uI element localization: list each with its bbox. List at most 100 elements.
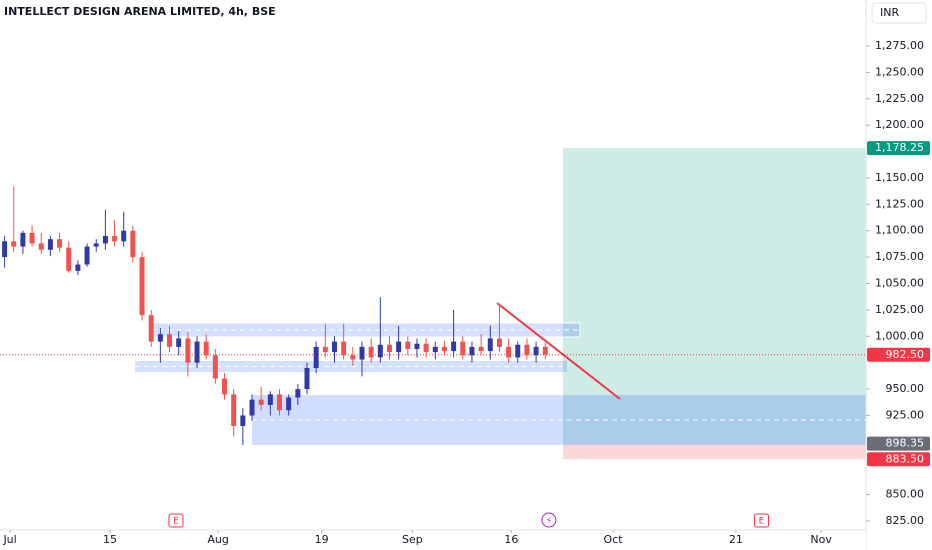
axis: 1,275.00 1,250.00 1,225.00 1,200.00 1,150.00… [2, 39, 930, 546]
trend-line [496, 302, 621, 400]
y-tick-label: 1,025.00 [875, 303, 924, 316]
candle-body [460, 341, 466, 356]
x-tick-label: 15 [103, 533, 117, 546]
candle-body [469, 346, 475, 356]
candle-body [405, 341, 411, 349]
x-tick-label: Jul [2, 533, 16, 546]
y-tick-label: 1,125.00 [875, 197, 924, 210]
y-tick-label: 1,100.00 [875, 224, 924, 237]
candle-body [295, 389, 301, 398]
candle-body [84, 246, 90, 265]
x-tick-label: Oct [604, 533, 624, 546]
candle-body [112, 236, 118, 242]
y-tick-label: 1,250.00 [875, 65, 924, 78]
y-tick-label: 1,275.00 [875, 39, 924, 52]
price-label-box [867, 436, 930, 451]
y-tick-label: 1,150.00 [875, 171, 924, 184]
candle-body [222, 378, 228, 395]
candle-body [176, 338, 182, 347]
x-tick-label: 16 [504, 533, 518, 546]
x-tick-label: Aug [207, 533, 228, 546]
candle-body [524, 344, 530, 356]
candle-body [194, 341, 200, 363]
candle-body [185, 338, 191, 363]
candle-body [515, 344, 521, 358]
y-tick-label: 925.00 [886, 408, 925, 421]
candle-body [57, 239, 63, 248]
candle-body [542, 346, 548, 355]
x-tick-label: 19 [315, 533, 329, 546]
candle-body [487, 338, 493, 352]
event-label: E [173, 517, 179, 527]
candle-body [432, 346, 438, 353]
price-label-box [867, 452, 930, 467]
candle-body [451, 341, 457, 352]
candle-body [331, 341, 337, 353]
stop-area [563, 443, 866, 460]
candle-body [533, 346, 539, 356]
candle-body [350, 355, 356, 360]
price-label-box [867, 141, 930, 156]
candle-body [203, 341, 209, 356]
event-label: ⚡ [546, 517, 552, 527]
candle-body [286, 397, 292, 411]
y-tick-label: 825.00 [886, 514, 925, 527]
candle-body [93, 243, 99, 247]
candle-body [441, 346, 447, 352]
candle-body [148, 315, 154, 342]
candle-body [341, 341, 347, 356]
y-tick-label: 950.00 [886, 382, 925, 395]
price-label-box [867, 347, 930, 362]
candle-body [167, 334, 173, 347]
candle-body [47, 239, 53, 250]
currency: INR [880, 6, 899, 19]
candle-body [506, 346, 512, 358]
candle-body [139, 257, 145, 316]
y-axis-strip [866, 0, 932, 550]
candle-body [121, 230, 127, 242]
x-tick-label: 21 [729, 533, 743, 546]
candle-body [414, 343, 420, 349]
candle-body [313, 346, 319, 368]
candles [2, 186, 548, 446]
candle-body [29, 232, 35, 244]
candle-body [304, 367, 310, 390]
chart-title: INTELLECT DESIGN ARENA LIMITED, 4h, BSE [4, 5, 276, 18]
candle-body [359, 346, 365, 360]
y-tick-label: 1,225.00 [875, 92, 924, 105]
candle-body [478, 346, 484, 352]
candle-body [20, 232, 26, 247]
candle-body [322, 346, 328, 353]
event-badge [541, 512, 557, 528]
candle-body [377, 344, 383, 358]
y-tick-label: 850.00 [886, 488, 925, 501]
event-badge [168, 513, 184, 528]
x-tick-label: Nov [810, 533, 832, 546]
candle-body [267, 394, 273, 405]
y-tick-label: 1,000.00 [875, 329, 924, 342]
candle-body [38, 243, 44, 250]
candle-body [277, 394, 283, 411]
candle-body [423, 343, 429, 353]
candle-body [231, 394, 237, 427]
price-label: 898.35 [886, 437, 925, 450]
candle-body [66, 247, 72, 271]
candle-body [496, 338, 502, 347]
currency-box[interactable] [871, 2, 927, 24]
candle-body [11, 241, 17, 247]
candle-body [368, 346, 374, 358]
candle-body [240, 415, 246, 427]
price-label: 883.50 [886, 452, 925, 465]
y-tick-label: 1,200.00 [875, 118, 924, 131]
price-label: 1,178.25 [875, 141, 924, 154]
candle-body [2, 241, 8, 258]
x-tick-label: Sep [402, 533, 423, 546]
event-label: E [759, 517, 765, 527]
candle-body [102, 236, 108, 244]
candle-body [249, 399, 255, 416]
x-axis-strip [0, 530, 866, 550]
candle-body [212, 355, 218, 379]
candle-body [386, 344, 392, 353]
